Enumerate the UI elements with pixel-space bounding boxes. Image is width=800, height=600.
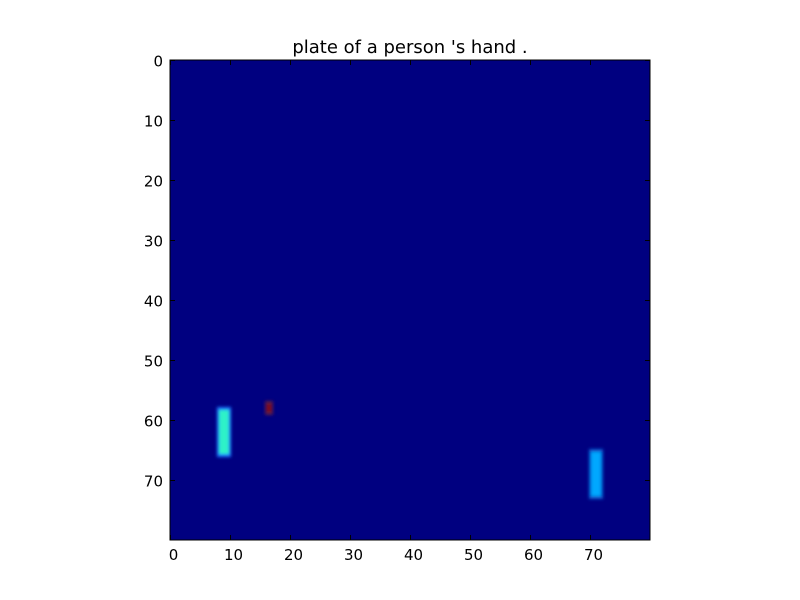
heatmap-cell-small-dot [265, 401, 273, 415]
heatmap-cell-core [267, 404, 271, 412]
y-tick-label: 50 [144, 353, 163, 371]
x-tick-label: 60 [524, 546, 543, 564]
y-tick-label: 40 [144, 293, 163, 311]
x-tick-label: 50 [464, 546, 483, 564]
y-tick-label: 10 [144, 113, 163, 131]
y-tick-label: 0 [153, 53, 163, 71]
x-tick-label: 70 [584, 546, 603, 564]
axis-ticks: 0 10 20 30 40 50 60 70 0 10 20 30 40 50 60 70 [144, 53, 650, 564]
x-tick-label: 20 [284, 546, 303, 564]
y-tick-label: 60 [144, 413, 163, 431]
x-tick-label: 0 [169, 546, 179, 564]
chart-title: plate of a person 's hand . [292, 37, 527, 58]
heatmap-cell-core [591, 452, 601, 496]
y-tick-label: 30 [144, 233, 163, 251]
plot-area [169, 59, 651, 541]
y-tick-label: 20 [144, 173, 163, 191]
heatmap-cell-core [219, 410, 229, 454]
x-tick-label: 30 [344, 546, 363, 564]
x-tick-label: 40 [404, 546, 423, 564]
heatmap-background [170, 60, 650, 540]
x-tick-label: 10 [224, 546, 243, 564]
y-tick-label: 70 [144, 473, 163, 491]
heatmap-cell-right-bar [589, 449, 603, 499]
heatmap-cell-left-bar [217, 407, 231, 457]
